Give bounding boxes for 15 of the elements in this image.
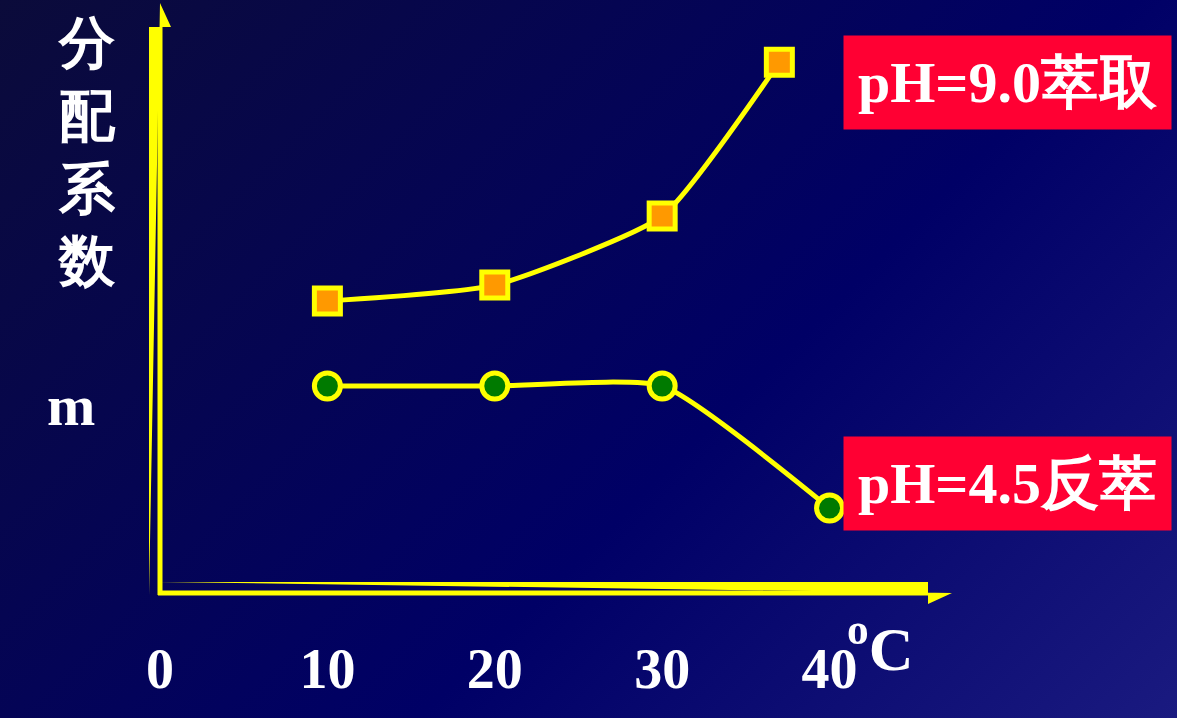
series-label: pH=9.0萃取 (858, 50, 1157, 115)
x-tick-label: 20 (466, 638, 523, 700)
point (479, 269, 511, 301)
point (311, 285, 343, 317)
point (763, 46, 795, 78)
series-label: pH=4.5反萃 (858, 451, 1157, 516)
x-tick-label: 0 (146, 638, 174, 700)
point (479, 370, 511, 402)
point (646, 200, 678, 232)
x-tick-label: 10 (299, 638, 356, 700)
point (311, 370, 343, 402)
point (814, 492, 846, 524)
text: 分配系数 m (47, 10, 115, 438)
point (646, 370, 678, 402)
x-tick-label: 30 (634, 638, 691, 700)
